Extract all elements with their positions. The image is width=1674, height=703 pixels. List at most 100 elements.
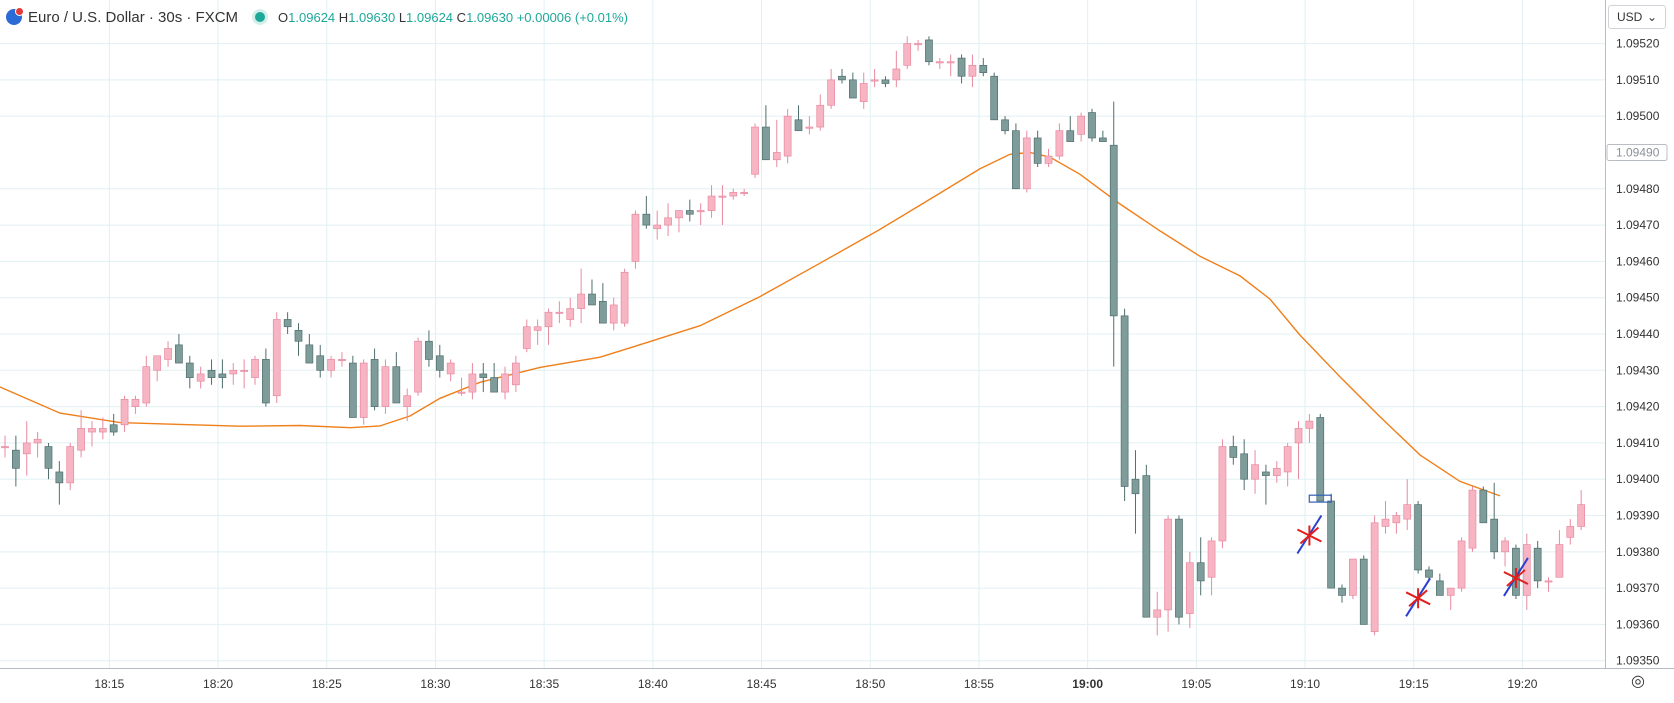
candle [153, 355, 162, 382]
candle-body [1131, 478, 1140, 495]
price-tick-label: 1.09450 [1616, 291, 1660, 305]
price-tick-label: 1.09420 [1616, 400, 1660, 414]
candle-body [1240, 453, 1249, 480]
candle [1262, 464, 1270, 505]
time-axis[interactable]: 18:15 18:20 18:25 18:30 18:35 18:40 18:45 18:50… [94, 677, 1537, 691]
candle [1294, 421, 1303, 480]
candle-body [675, 210, 683, 219]
candle [175, 334, 183, 364]
candle-body [1022, 137, 1031, 190]
candle [446, 359, 455, 382]
candle [1142, 464, 1151, 618]
candle-body [881, 79, 890, 84]
selection-box[interactable] [1308, 494, 1332, 503]
candle-body [55, 471, 64, 484]
candle-body [1522, 544, 1531, 596]
current-price-tag[interactable] [1606, 143, 1668, 161]
chart-settings-icon[interactable]: ◎ [1631, 673, 1645, 690]
candle-body [153, 355, 162, 371]
price-axis[interactable]: 1.09520 1.09510 1.09500 1.09480 1.09470 1.094… [1606, 37, 1668, 668]
candle-body [185, 362, 194, 378]
candle-body [1294, 428, 1303, 444]
candle [1435, 573, 1444, 596]
chart-grid [0, 0, 1605, 668]
candle [240, 359, 248, 389]
candle [707, 185, 716, 218]
candle-body [849, 79, 857, 99]
trade-marker[interactable] [1405, 577, 1431, 617]
candle [1577, 490, 1586, 531]
candle [1359, 555, 1368, 625]
candle-body [979, 64, 988, 73]
candle-body [207, 369, 216, 378]
candle-body [859, 83, 868, 103]
candle-body [762, 126, 770, 161]
candle-body [642, 213, 651, 226]
candle [1338, 584, 1346, 603]
candle [490, 363, 498, 393]
candle [457, 377, 466, 396]
candle-body [109, 424, 118, 433]
candle-body [968, 64, 977, 77]
candle [1251, 450, 1259, 494]
candle [1131, 450, 1140, 534]
candle-body [1185, 562, 1194, 614]
candle-body [1381, 518, 1390, 527]
candle-body [327, 359, 335, 371]
candle-body [631, 213, 640, 262]
time-tick-label: 19:05 [1181, 677, 1211, 691]
candle [196, 366, 205, 389]
close-value: 1.09630 [466, 9, 514, 25]
candle-body [533, 326, 542, 331]
candle-body [1446, 587, 1455, 596]
trade-marker[interactable] [1503, 557, 1529, 597]
candle-body [1577, 504, 1586, 527]
candle-body [414, 340, 422, 393]
candle-body [805, 126, 814, 129]
candle-body [22, 442, 31, 455]
time-tick-label: 18:30 [420, 677, 450, 691]
candle [218, 359, 227, 389]
candle-body [827, 79, 835, 106]
candle [827, 68, 835, 109]
candle [1490, 482, 1499, 560]
candle [1327, 493, 1335, 589]
candle [1022, 130, 1031, 193]
candle-body [1001, 119, 1009, 132]
price-tick-label: 1.09480 [1616, 182, 1660, 196]
currency-select[interactable]: USD ⌄ [1608, 5, 1666, 29]
candle [381, 359, 390, 414]
candle [44, 442, 53, 480]
candle [1001, 116, 1009, 135]
candle [1522, 533, 1531, 610]
market-status-icon[interactable] [252, 9, 269, 25]
candle [435, 344, 444, 378]
candle [1066, 116, 1075, 142]
candle [838, 68, 846, 84]
low-value: 1.09624 [406, 9, 454, 25]
candle-body [1262, 471, 1270, 476]
candle-body [1327, 500, 1335, 589]
candle-body [359, 362, 368, 418]
candle-body [294, 330, 303, 342]
candle-body [98, 428, 107, 433]
annotations-layer[interactable] [1296, 494, 1529, 617]
candle-body [164, 348, 172, 360]
candle-body [544, 311, 553, 328]
time-tick-label: 19:00 [1072, 677, 1103, 691]
candle-body [1349, 558, 1357, 596]
symbol-title[interactable]: Euro / U.S. Dollar · 30s · FXCM [28, 8, 239, 26]
moving-average-line [0, 151, 1501, 497]
candle [544, 308, 553, 345]
price-tick-label: 1.09400 [1616, 472, 1660, 486]
trade-marker[interactable] [1296, 514, 1323, 555]
candle-body [696, 210, 705, 213]
candle-body [262, 359, 270, 404]
candle-body [1033, 137, 1042, 164]
candle [664, 203, 672, 236]
ohlc-values: O1.09624 H1.09630 L1.09624 C1.09630 +0.0… [278, 10, 628, 25]
time-tick-label: 18:40 [638, 677, 668, 691]
candle [33, 432, 42, 458]
candle-body [120, 398, 129, 426]
